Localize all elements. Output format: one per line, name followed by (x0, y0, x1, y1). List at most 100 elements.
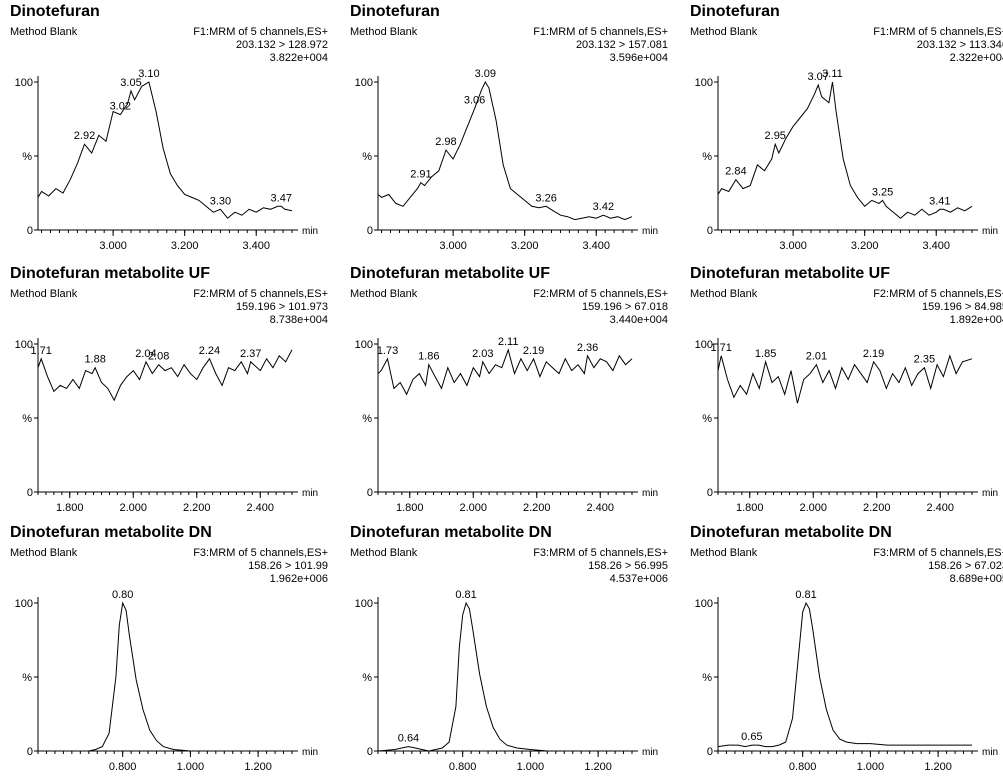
x-tick-label: 1.800 (396, 502, 424, 514)
y-tick-label: 100 (355, 598, 373, 610)
x-tick-label: 1.000 (857, 761, 885, 773)
x-tick-label: 3.200 (171, 240, 199, 252)
y-tick-label: 0 (367, 225, 373, 237)
chromatogram-trace (37, 349, 293, 402)
x-tick-label: 2.400 (246, 502, 274, 514)
peak-label: 2.84 (725, 166, 746, 178)
chromatogram-plot: 0 100% 0.800 1.000 1.200 min 0.64 0.81 (355, 589, 658, 773)
chromatogram-plot: 0 100% 3.000 3.200 3.400 min 2.84 2.95 3.073.11 3… (695, 68, 998, 252)
chromatogram-trace (717, 601, 972, 748)
peak-label: 3.47 (271, 192, 292, 204)
peak-label: 3.30 (210, 195, 231, 207)
chromatogram-plot: 0 100% 0.800 1.000 1.200 min 0.80 (15, 589, 318, 773)
chromatogram-trace (38, 601, 292, 752)
peak-label: 2.04 (135, 348, 156, 360)
peak-label: 2.03 (472, 348, 493, 360)
peak-label: 2.36 (577, 342, 598, 354)
chromatogram-panel: Dinotefuran Method Blank F1:MRM of 5 chann… (340, 0, 675, 258)
y-tick-label: 0 (707, 746, 713, 758)
peak-label: 1.71 (710, 342, 731, 354)
y-tick-label: 100 (355, 77, 373, 89)
y-tick-label: 100 (15, 77, 33, 89)
peak-label: 3.25 (872, 186, 893, 198)
panel-title: Dinotefuran metabolite UF (690, 265, 891, 282)
function-label: F2:MRM of 5 channels,ES+ (873, 288, 1003, 300)
panel-subtitle: Method Blank (690, 547, 758, 559)
y-tick-label: 0 (27, 225, 33, 237)
peak-label: 0.81 (795, 589, 816, 601)
y-axis-label: % (702, 672, 712, 684)
panel-info: F3:MRM of 5 channels,ES+ 158.26 > 101.99 1… (193, 547, 328, 586)
chromatogram-plot: 0 100% 0.800 1.000 1.200 min 0.65 0.81 (695, 589, 998, 773)
x-axis-label: min (982, 747, 998, 758)
x-tick-label: 2.200 (863, 502, 891, 514)
y-tick-label: 100 (15, 339, 33, 351)
transition-label: 203.132 > 113.346 (916, 39, 1003, 51)
y-axis-label: % (362, 151, 372, 163)
peak-label: 2.92 (74, 130, 95, 142)
chromatogram-panel: Dinotefuran metabolite DN Method Blank F3:… (680, 521, 1003, 779)
peak-label: 3.09 (475, 68, 496, 80)
y-tick-label: 0 (707, 225, 713, 237)
y-tick-label: 100 (695, 339, 713, 351)
panel-title: Dinotefuran metabolite DN (690, 524, 892, 541)
x-tick-label: 2.200 (523, 502, 551, 514)
x-tick-label: 0.800 (789, 761, 817, 773)
panel-title: Dinotefuran metabolite UF (10, 265, 211, 282)
function-label: F1:MRM of 5 channels,ES+ (533, 26, 668, 38)
transition-label: 159.196 > 84.985 (922, 301, 1003, 313)
x-axis-label: min (642, 488, 658, 499)
y-axis-label: % (22, 151, 32, 163)
intensity-label: 1.892e+004 (949, 314, 1003, 326)
intensity-label: 8.689e+005 (949, 573, 1003, 585)
x-tick-label: 1.800 (736, 502, 764, 514)
y-axis-label: % (22, 672, 32, 684)
x-tick-label: 2.000 (119, 502, 147, 514)
intensity-label: 2.322e+004 (949, 52, 1003, 64)
x-tick-label: 0.800 (449, 761, 477, 773)
x-axis-label: min (642, 226, 658, 237)
chromatogram-trace (37, 81, 293, 219)
intensity-label: 3.822e+004 (269, 52, 328, 64)
peak-label: 3.41 (929, 195, 950, 207)
y-tick-label: 0 (27, 487, 33, 499)
peak-label: 2.95 (765, 130, 786, 142)
chromatogram-panel: Dinotefuran metabolite DN Method Blank F3:… (0, 521, 335, 779)
x-tick-label: 2.000 (459, 502, 487, 514)
x-tick-label: 3.400 (242, 240, 270, 252)
x-tick-label: 1.000 (177, 761, 205, 773)
panel-subtitle: Method Blank (350, 288, 418, 300)
chromatogram-panel: Dinotefuran metabolite UF Method Blank F2:… (680, 262, 1003, 520)
function-label: F1:MRM of 5 channels,ES+ (193, 26, 328, 38)
panel-subtitle: Method Blank (10, 26, 78, 38)
peak-label: 0.80 (112, 589, 133, 601)
peak-label: 2.19 (863, 348, 884, 360)
peak-label: 2.01 (806, 351, 827, 363)
y-tick-label: 100 (695, 598, 713, 610)
y-axis-label: % (362, 672, 372, 684)
panel-info: F1:MRM of 5 channels,ES+ 203.132 > 128.97… (193, 26, 328, 65)
x-tick-label: 3.200 (511, 240, 539, 252)
peak-label: 3.05 (120, 77, 141, 89)
peak-label: 0.81 (455, 589, 476, 601)
function-label: F3:MRM of 5 channels,ES+ (533, 547, 668, 559)
chromatogram-plot: 0 100% 1.800 2.000 2.200 2.400 min 1.71 1.85 2.01… (695, 338, 998, 514)
function-label: F1:MRM of 5 channels,ES+ (873, 26, 1003, 38)
y-axis-label: % (702, 413, 712, 425)
y-tick-label: 0 (27, 746, 33, 758)
panel-subtitle: Method Blank (10, 547, 78, 559)
function-label: F2:MRM of 5 channels,ES+ (533, 288, 668, 300)
y-axis-label: % (362, 413, 372, 425)
x-tick-label: 2.000 (799, 502, 827, 514)
x-tick-label: 1.800 (56, 502, 84, 514)
x-axis-label: min (302, 747, 318, 758)
peak-label: 2.35 (914, 354, 935, 366)
panel-subtitle: Method Blank (10, 288, 78, 300)
function-label: F2:MRM of 5 channels,ES+ (193, 288, 328, 300)
peak-label: 3.02 (110, 101, 131, 113)
x-tick-label: 3.400 (582, 240, 610, 252)
transition-label: 159.196 > 101.973 (235, 301, 328, 313)
panel-info: F1:MRM of 5 channels,ES+ 203.132 > 113.34… (873, 26, 1003, 65)
peak-label: 3.10 (138, 68, 159, 80)
x-tick-label: 3.000 (99, 240, 127, 252)
